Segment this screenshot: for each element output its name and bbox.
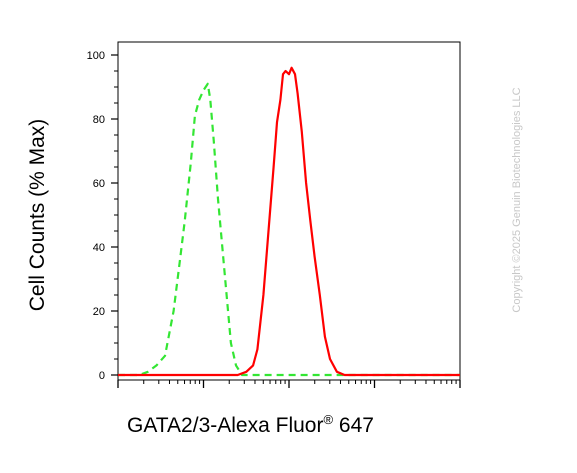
series-layer (118, 66, 460, 377)
plot-axes (117, 41, 461, 381)
x-axis-title-suffix: 647 (333, 414, 374, 437)
plot-frame (117, 41, 461, 381)
y-tick-label: 80 (93, 114, 105, 126)
y-axis-ticks: 0 20 40 60 80 100 (87, 50, 118, 382)
x-axis-ticks (117, 380, 461, 388)
control-histogram-line (118, 82, 460, 377)
sample-histogram-line (118, 66, 460, 377)
y-tick-label: 40 (93, 242, 105, 254)
y-tick-label: 60 (93, 178, 105, 190)
y-tick-label: 20 (93, 306, 105, 318)
x-axis-title-main: GATA2/3-Alexa Fluor (127, 414, 324, 437)
y-axis-title: Cell Counts (% Max) (26, 118, 49, 312)
y-tick-label: 0 (99, 370, 105, 382)
copyright-watermark: Copyright ©2025 Genuin Biotechnologies L… (511, 87, 523, 313)
x-axis-title: GATA2/3-Alexa Fluor® 647 (127, 412, 374, 438)
x-axis-title-registered-mark: ® (323, 412, 334, 427)
y-tick-label: 100 (87, 50, 105, 62)
